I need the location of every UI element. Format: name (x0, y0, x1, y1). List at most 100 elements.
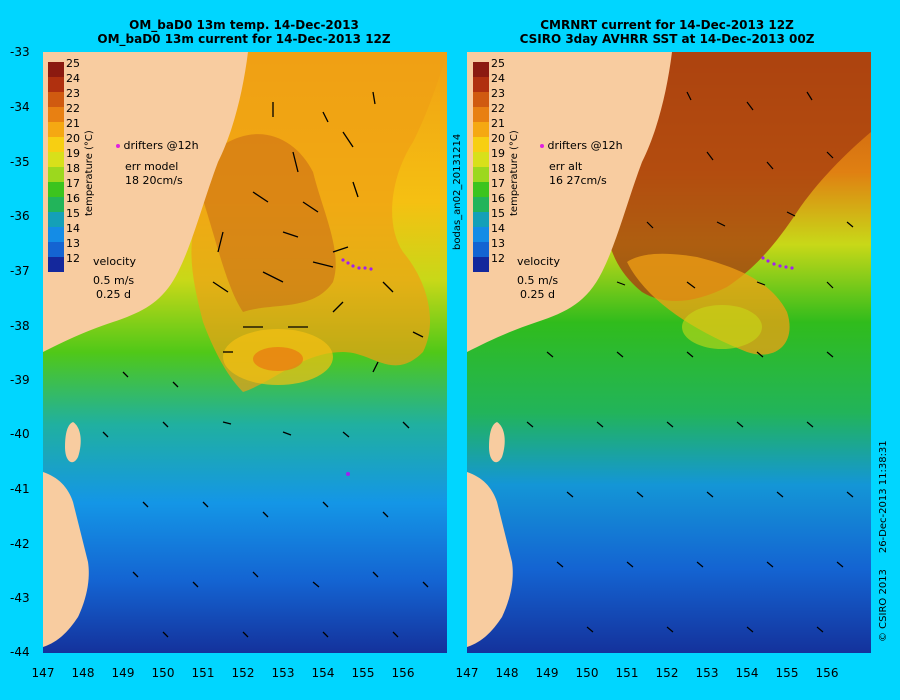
right-map (467, 52, 871, 653)
colorbar-tick: 17 (491, 177, 505, 190)
lon-tick: 150 (575, 666, 599, 680)
colorbar-swatch (473, 182, 489, 197)
lat-tick: -35 (10, 155, 30, 169)
lat-tick: -44 (10, 645, 30, 659)
colorbar-swatch (48, 167, 64, 182)
colorbar-tick: 24 (66, 72, 80, 85)
colorbar-swatch (48, 257, 64, 272)
left-err-values: 18 20cm/s (125, 174, 183, 187)
colorbar-swatch (48, 77, 64, 92)
colorbar-tick: 25 (491, 57, 505, 70)
colorbar-swatch (48, 197, 64, 212)
right-side-label: bodas_an02_20131214 (452, 133, 463, 250)
right-err-label: err alt (549, 160, 583, 173)
colorbar-tick: 18 (491, 162, 505, 175)
left-drifters-label: drifters @12h (123, 139, 199, 152)
right-title: CMRNRT current for 14-Dec-2013 12Z CSIRO… (502, 18, 832, 46)
colorbar-tick: 13 (66, 237, 80, 250)
credit-text: © CSIRO 2013 (878, 569, 889, 642)
lon-tick: 155 (351, 666, 375, 680)
lon-tick: 154 (735, 666, 759, 680)
colorbar-swatch (473, 62, 489, 77)
colorbar-swatch (473, 92, 489, 107)
right-velocity-label: velocity (517, 255, 560, 268)
lon-tick: 149 (111, 666, 135, 680)
colorbar-tick: 18 (66, 162, 80, 175)
colorbar-tick: 19 (491, 147, 505, 160)
right-drifters-legend: drifters @12h (540, 139, 623, 152)
left-velocity-time: 0.25 d (96, 288, 131, 301)
lat-tick: -36 (10, 209, 30, 223)
colorbar-tick: 14 (66, 222, 80, 235)
colorbar-swatch (473, 152, 489, 167)
right-drifter-track (761, 256, 794, 270)
right-velocity-time: 0.25 d (520, 288, 555, 301)
colorbar-swatch (48, 242, 64, 257)
colorbar-tick: 25 (66, 57, 80, 70)
left-map-panel (43, 52, 447, 653)
colorbar-tick: 16 (491, 192, 505, 205)
colorbar-tick: 15 (491, 207, 505, 220)
colorbar-tick: 17 (66, 177, 80, 190)
right-title-line2: CSIRO 3day AVHRR SST at 14-Dec-2013 00Z (519, 32, 815, 46)
right-current-vectors (526, 91, 854, 633)
lon-tick: 147 (31, 666, 55, 680)
colorbar-swatch (473, 122, 489, 137)
lon-tick: 148 (71, 666, 95, 680)
left-map (43, 52, 447, 653)
colorbar-swatch (473, 242, 489, 257)
left-drifters-legend: drifters @12h (116, 139, 199, 152)
colorbar-tick: 23 (66, 87, 80, 100)
lat-tick: -40 (10, 427, 30, 441)
colorbar-swatch (48, 62, 64, 77)
colorbar-swatch (473, 227, 489, 242)
left-colorbar-title: temperature (°C) (84, 130, 95, 216)
lon-tick: 149 (535, 666, 559, 680)
right-drifters-label: drifters @12h (547, 139, 623, 152)
left-title-line1: OM_baD0 13m temp. 14-Dec-2013 (129, 18, 359, 32)
left-drifter-track (341, 258, 373, 271)
colorbar-swatch (473, 212, 489, 227)
colorbar-tick: 22 (491, 102, 505, 115)
left-colorbar (48, 62, 64, 272)
right-colorbar-title: temperature (°C) (509, 130, 520, 216)
lat-tick: -39 (10, 373, 30, 387)
colorbar-swatch (473, 167, 489, 182)
colorbar-swatch (48, 212, 64, 227)
lon-tick: 156 (391, 666, 415, 680)
left-velocity-label: velocity (93, 255, 136, 268)
lat-tick: -37 (10, 264, 30, 278)
colorbar-tick: 15 (66, 207, 80, 220)
lon-tick: 151 (615, 666, 639, 680)
colorbar-tick: 13 (491, 237, 505, 250)
right-velocity-scale: 0.5 m/s (517, 274, 559, 287)
lon-tick: 148 (495, 666, 519, 680)
left-err-label: err model (125, 160, 179, 173)
lat-tick: -34 (10, 100, 30, 114)
colorbar-tick: 21 (491, 117, 505, 130)
colorbar-tick: 23 (491, 87, 505, 100)
drifter-marker-icon (540, 144, 544, 148)
colorbar-swatch (48, 92, 64, 107)
colorbar-swatch (48, 122, 64, 137)
lon-tick: 152 (655, 666, 679, 680)
credit-label: © CSIRO 2013 26-Dec-2013 11:38:31 (878, 440, 889, 642)
colorbar-tick: 16 (66, 192, 80, 205)
lon-tick: 151 (191, 666, 215, 680)
timestamp-text: 26-Dec-2013 11:38:31 (878, 440, 889, 554)
lon-tick: 153 (695, 666, 719, 680)
left-title-line2: OM_baD0 13m current for 14-Dec-2013 12Z (97, 32, 391, 46)
colorbar-swatch (48, 182, 64, 197)
drifter-marker-icon (116, 144, 120, 148)
colorbar-tick: 14 (491, 222, 505, 235)
colorbar-swatch (473, 137, 489, 152)
colorbar-tick: 12 (491, 252, 505, 265)
lon-tick: 150 (151, 666, 175, 680)
colorbar-swatch (48, 137, 64, 152)
left-drifter-point (346, 472, 350, 476)
colorbar-tick: 24 (491, 72, 505, 85)
colorbar-swatch (473, 257, 489, 272)
lat-tick: -43 (10, 591, 30, 605)
lon-tick: 153 (271, 666, 295, 680)
colorbar-tick: 22 (66, 102, 80, 115)
